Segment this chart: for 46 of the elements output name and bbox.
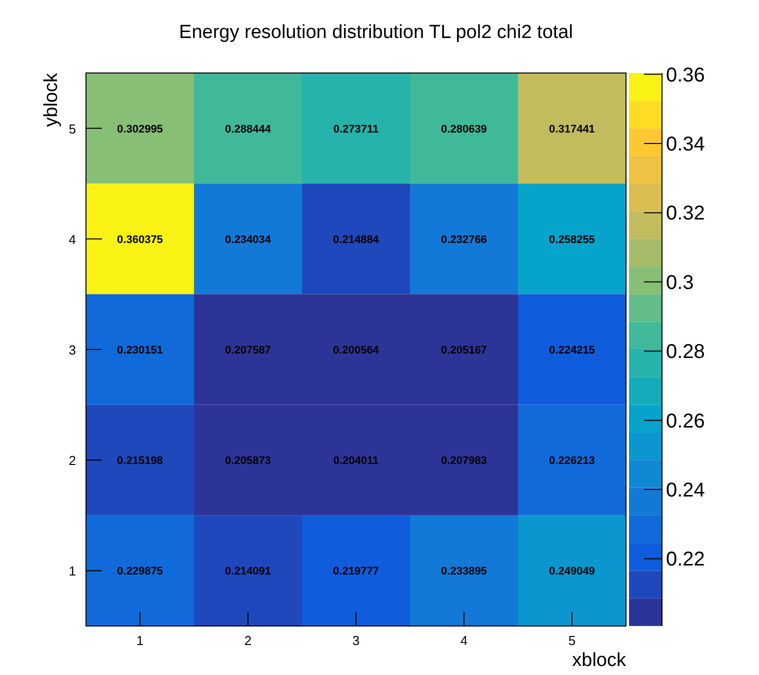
color-bar-label: 0.32 xyxy=(666,202,705,225)
data-label: 0.360375 xyxy=(117,234,163,246)
data-label: 0.200564 xyxy=(333,344,380,356)
y-tick-label: 2 xyxy=(68,453,76,468)
data-label: 0.280639 xyxy=(441,123,487,136)
data-label: 0.207587 xyxy=(225,344,271,356)
y-tick-label: 3 xyxy=(68,342,76,358)
data-label: 0.302995 xyxy=(117,123,163,136)
data-label: 0.233895 xyxy=(441,566,487,578)
data-label: 0.234034 xyxy=(225,234,272,246)
data-label: 0.215198 xyxy=(117,455,163,468)
data-label: 0.273711 xyxy=(333,123,379,136)
y-tick-label: 1 xyxy=(68,564,76,579)
x-axis-title: xblock xyxy=(572,650,626,671)
data-label: 0.204011 xyxy=(333,455,379,468)
y-tick-label: 4 xyxy=(68,232,76,247)
data-label: 0.229875 xyxy=(117,566,163,578)
x-tick-label: 2 xyxy=(244,633,252,648)
data-label: 0.288444 xyxy=(225,123,272,136)
data-label: 0.232766 xyxy=(441,234,487,246)
data-label: 0.258255 xyxy=(549,234,595,246)
data-label: 0.207983 xyxy=(441,455,487,468)
data-label: 0.214091 xyxy=(225,566,271,578)
y-tick-label: 5 xyxy=(68,121,76,136)
color-bar-label: 0.34 xyxy=(666,134,705,156)
data-label: 0.219777 xyxy=(333,566,379,578)
data-label: 0.317441 xyxy=(549,123,595,136)
color-bar-label: 0.36 xyxy=(666,64,705,86)
data-label: 0.214884 xyxy=(333,234,380,246)
color-bar-label: 0.28 xyxy=(666,341,705,364)
data-label: 0.249049 xyxy=(549,566,595,578)
x-tick-label: 1 xyxy=(136,633,144,648)
x-tick-label: 5 xyxy=(568,633,576,648)
color-bar-label: 0.26 xyxy=(666,410,705,432)
x-tick-label: 4 xyxy=(460,633,468,648)
data-label: 0.205167 xyxy=(441,344,487,356)
chart-title: Energy resolution distribution TL pol2 chi2 total xyxy=(179,22,573,43)
color-bar-label: 0.3 xyxy=(666,272,694,294)
data-label: 0.205873 xyxy=(225,455,271,468)
data-label: 0.224215 xyxy=(549,344,595,356)
data-label: 0.230151 xyxy=(117,344,163,356)
y-axis-title: yblock xyxy=(41,72,62,127)
x-tick-label: 3 xyxy=(352,633,360,648)
data-label: 0.226213 xyxy=(549,455,595,468)
color-bar-label: 0.22 xyxy=(666,548,705,571)
color-bar-label: 0.24 xyxy=(666,480,705,502)
